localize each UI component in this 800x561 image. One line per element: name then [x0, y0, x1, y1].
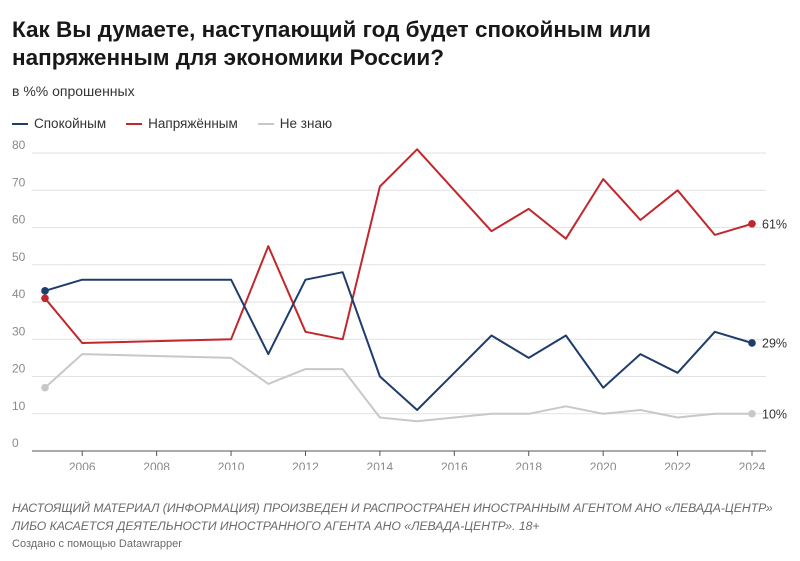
- legend-item-dont-know: Не знаю: [257, 116, 333, 131]
- end-label-dont-know: 10%: [762, 407, 787, 421]
- x-tick-label-2022: 2022: [664, 460, 691, 470]
- legend-swatch-tense: [126, 122, 143, 125]
- x-tick-label-2018: 2018: [515, 460, 542, 470]
- x-tick-label-2020: 2020: [590, 460, 617, 470]
- datawrapper-credit: Создано с помощью Datawrapper: [12, 538, 182, 550]
- end-label-tense: 61%: [762, 217, 787, 231]
- line-chart: 0 10 20 30 40 50 60 70 80 2006 2008 2010 2012 2014 201…: [12, 140, 787, 470]
- y-tick-label-60: 60: [12, 213, 26, 227]
- start-point-tense: [41, 294, 49, 303]
- chart-subtitle: в %% опрошенных: [12, 83, 135, 99]
- y-tick-label-80: 80: [12, 140, 26, 152]
- y-tick-label-0: 0: [12, 436, 19, 450]
- x-tick-label-2024: 2024: [739, 460, 766, 470]
- y-tick-label-50: 50: [12, 250, 26, 264]
- series-line-tense: [44, 148, 753, 344]
- legend: Спокойным Напряжённым Не знаю: [12, 116, 352, 131]
- end-point-calm: [748, 339, 756, 347]
- foreign-agent-notice: НАСТОЯЩИЙ МАТЕРИАЛ (ИНФОРМАЦИЯ) ПРОИЗВЕД…: [12, 501, 773, 533]
- x-tick-label-2008: 2008: [143, 460, 170, 470]
- end-point-dont-know: [748, 409, 756, 418]
- end-point-tense: [748, 219, 756, 228]
- legend-item-calm: Спокойным: [12, 116, 106, 131]
- x-tick-label-2010: 2010: [218, 460, 245, 470]
- x-tick-label-2006: 2006: [69, 460, 96, 470]
- legend-swatch-calm: [12, 122, 28, 125]
- x-tick-label-2012: 2012: [292, 460, 319, 470]
- end-label-calm: 29%: [762, 336, 787, 350]
- y-tick-label-20: 20: [12, 362, 26, 376]
- legend-label-calm: Спокойным: [34, 116, 107, 131]
- legend-item-tense: Напряжённым: [126, 116, 238, 131]
- series-line-dont-know: [44, 353, 753, 423]
- y-tick-label-70: 70: [12, 175, 26, 189]
- y-tick-label-10: 10: [12, 399, 26, 413]
- chart-title: Как Вы думаете, наступающий год будет сп…: [12, 17, 651, 70]
- start-point-dont-know: [41, 383, 49, 392]
- legend-swatch-dont-know: [257, 122, 274, 125]
- y-tick-label-40: 40: [12, 287, 26, 301]
- series-line-calm: [44, 271, 753, 411]
- x-tick-label-2014: 2014: [367, 460, 394, 470]
- y-tick-label-30: 30: [12, 324, 26, 338]
- legend-label-tense: Напряжённым: [148, 116, 238, 131]
- start-point-calm: [41, 287, 49, 295]
- x-tick-label-2016: 2016: [441, 460, 468, 470]
- legend-label-dont-know: Не знаю: [279, 116, 333, 131]
